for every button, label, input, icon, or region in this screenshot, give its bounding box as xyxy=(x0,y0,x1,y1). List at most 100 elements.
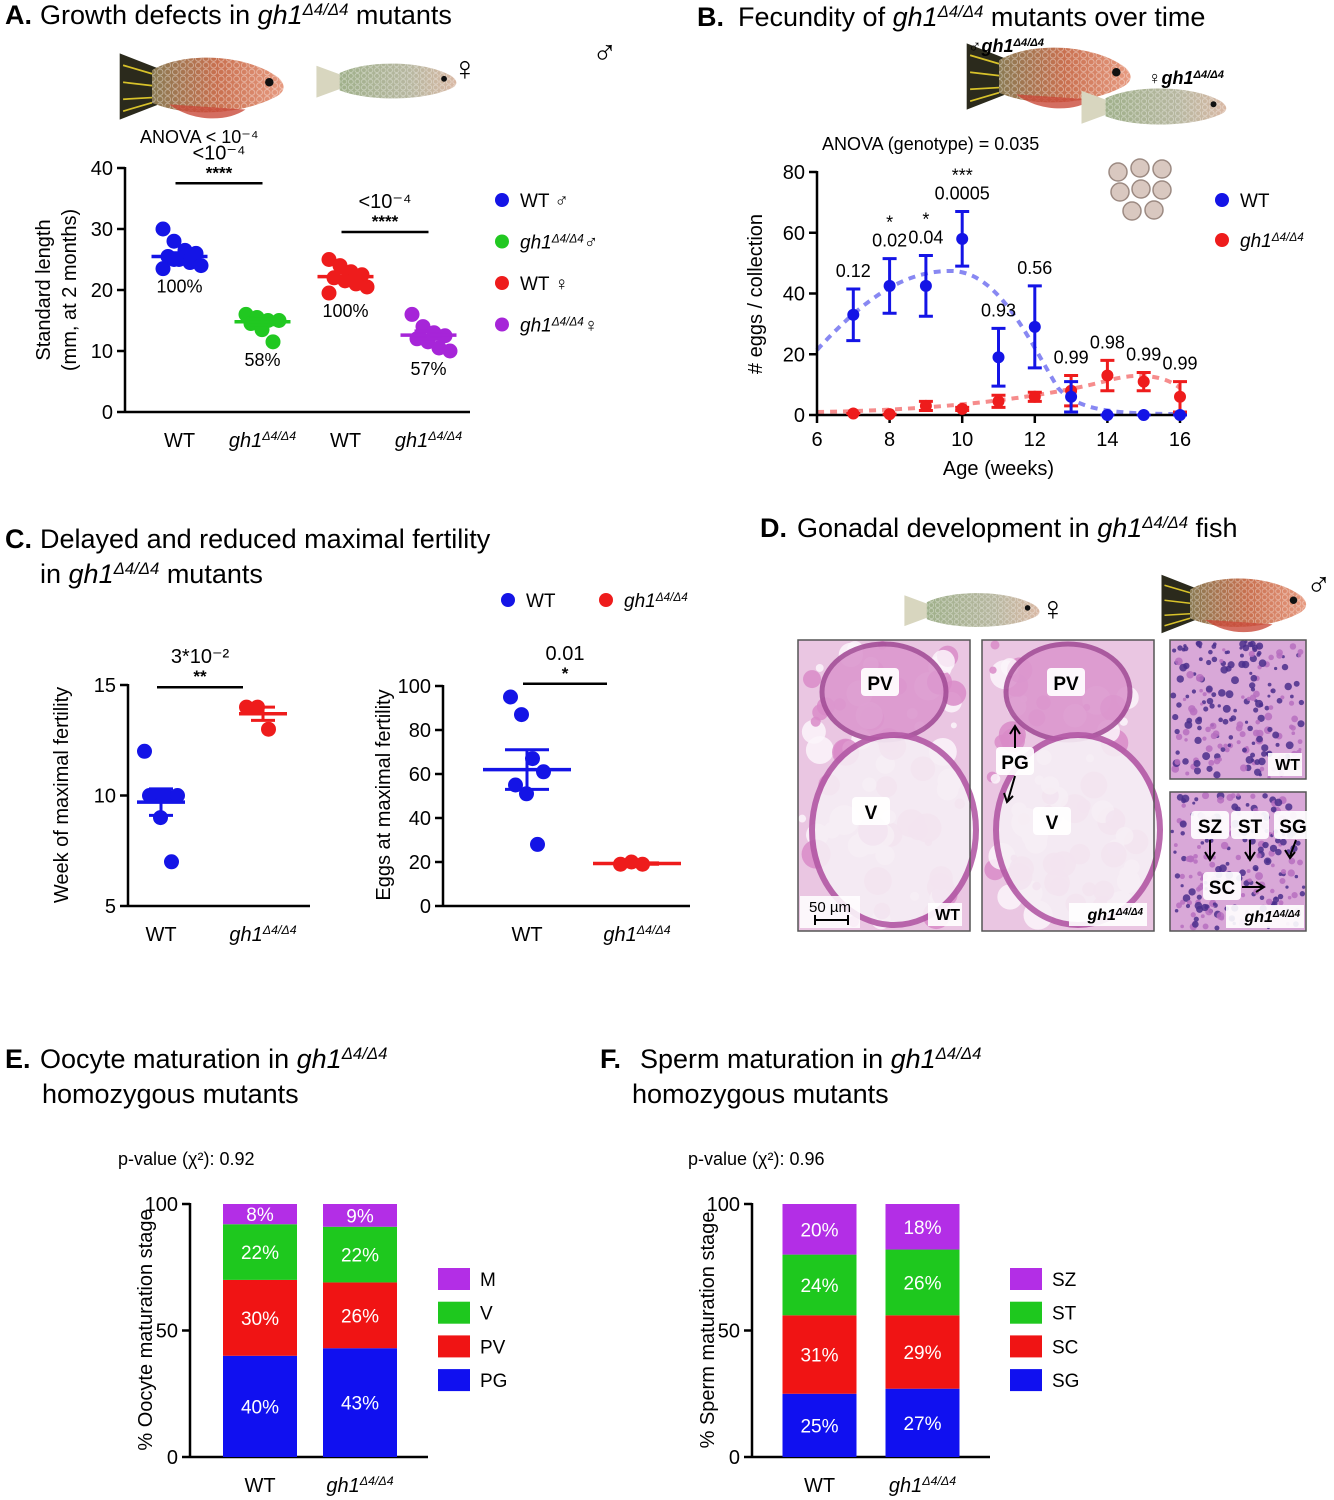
tissue-texture xyxy=(1211,692,1217,698)
x-axis-label: Age (weeks) xyxy=(943,458,1054,480)
tissue-texture xyxy=(1181,803,1186,808)
tissue-texture xyxy=(1206,697,1214,705)
data-point xyxy=(503,689,518,705)
y-tick-label: 0 xyxy=(794,405,805,427)
error-bar xyxy=(251,705,275,722)
legend-label: gh1Δ4/Δ4 xyxy=(1240,231,1304,253)
data-point xyxy=(992,351,1005,364)
tissue-texture xyxy=(1203,706,1209,712)
tissue-texture xyxy=(1194,736,1202,745)
tissue-texture xyxy=(1246,869,1251,873)
data-point xyxy=(919,279,932,292)
tissue-texture xyxy=(1280,695,1285,700)
tissue-texture xyxy=(1264,705,1270,711)
bar-segment xyxy=(885,1204,960,1250)
tissue-texture xyxy=(1182,728,1190,736)
tissue-texture xyxy=(1000,728,1025,753)
value-label: 29% xyxy=(903,1343,941,1364)
scale-label: 50 µm xyxy=(809,899,851,916)
value-label: 25% xyxy=(800,1416,838,1437)
tissue-texture xyxy=(1241,695,1245,699)
tissue-texture xyxy=(1259,895,1265,901)
tissue-texture xyxy=(1258,757,1266,766)
y-tick-label: 80 xyxy=(409,720,431,742)
data-point xyxy=(404,306,420,322)
micrograph: SZ ST SG SC gh1Δ4/Δ4 xyxy=(1169,791,1312,932)
tissue-texture xyxy=(1197,871,1202,877)
tissue-texture xyxy=(1225,665,1232,672)
micrograph-caption: gh1Δ4/Δ4 xyxy=(1243,909,1300,927)
y-tick-label: 5 xyxy=(105,896,116,918)
data-point xyxy=(530,836,545,852)
data-point xyxy=(883,408,896,421)
tissue-texture xyxy=(1225,861,1230,866)
tissue-texture xyxy=(1291,715,1299,723)
tissue-texture xyxy=(1298,699,1305,706)
tissue-texture xyxy=(1249,682,1256,689)
panel-label: F. xyxy=(600,1044,621,1074)
tissue-texture xyxy=(1285,741,1294,750)
tissue-texture xyxy=(1200,702,1204,706)
caption-box xyxy=(928,903,962,926)
tissue-texture xyxy=(1208,759,1215,766)
tissue-label: SG xyxy=(1279,817,1306,838)
annotation: p-value (χ²): 0.92 xyxy=(118,1149,255,1169)
tissue-texture xyxy=(1188,705,1196,713)
data-point xyxy=(1028,390,1041,403)
y-tick-label: 0 xyxy=(729,1447,740,1469)
tissue-texture xyxy=(1196,844,1202,850)
bar-segment xyxy=(223,1279,297,1356)
tissue-texture xyxy=(1185,855,1192,863)
tissue-texture xyxy=(1193,759,1201,768)
data-point xyxy=(919,399,932,412)
tissue-texture xyxy=(1196,677,1201,682)
tissue-texture xyxy=(1218,717,1223,723)
fish-label: ♀ xyxy=(452,50,478,88)
tissue-texture xyxy=(1280,838,1287,846)
percent-label: 57% xyxy=(410,359,446,379)
tissue-texture xyxy=(1235,854,1242,861)
tissue-label: PV xyxy=(1053,674,1079,695)
tissue-texture xyxy=(1198,645,1202,649)
label-box xyxy=(1047,668,1085,696)
tissue-label: PV xyxy=(867,674,893,695)
tissue-texture xyxy=(1182,697,1187,702)
panel-title: homozygous mutants xyxy=(42,1079,299,1109)
fish-label: ♀gh1Δ4/Δ4 xyxy=(1148,68,1225,88)
y-tick-label: 40 xyxy=(91,158,113,180)
tissue-texture xyxy=(1285,803,1293,811)
y-axis-label: Week of maximal fertility xyxy=(51,687,73,903)
tissue-texture xyxy=(1213,757,1221,765)
x-tick-label: gh1Δ4/Δ4 xyxy=(326,1474,393,1497)
tissue-texture xyxy=(1202,736,1207,741)
tissue-texture xyxy=(1175,750,1180,755)
bar-segment xyxy=(782,1315,857,1394)
data-point xyxy=(321,252,337,267)
significance-stars: **** xyxy=(372,212,399,231)
tissue-texture xyxy=(1196,905,1204,913)
tissue-texture xyxy=(1274,666,1278,671)
fish-male xyxy=(1160,573,1307,635)
x-tick-label: 12 xyxy=(1024,429,1046,451)
caption-box xyxy=(1226,905,1304,928)
tissue-texture xyxy=(1179,873,1185,880)
data-point xyxy=(155,261,171,277)
error-bar xyxy=(615,861,659,866)
tissue-texture xyxy=(1258,773,1262,777)
tissue-texture xyxy=(990,773,1001,784)
y-tick-label: 20 xyxy=(409,852,431,874)
p-value: 0.99 xyxy=(1054,348,1089,368)
panel-title: in gh1Δ4/Δ4 mutants xyxy=(40,559,263,590)
tissue-texture xyxy=(1192,801,1196,805)
tissue-texture xyxy=(1275,848,1282,856)
tissue-texture xyxy=(1193,916,1199,922)
tissue-texture xyxy=(1184,720,1193,729)
y-tick-label: 100 xyxy=(398,676,431,698)
tissue-texture xyxy=(1257,714,1265,722)
value-label: 22% xyxy=(241,1243,279,1264)
tissue-texture xyxy=(1244,640,1248,644)
tissue-texture xyxy=(1193,767,1201,775)
tissue-texture xyxy=(1298,747,1302,751)
tissue-texture xyxy=(950,722,957,729)
